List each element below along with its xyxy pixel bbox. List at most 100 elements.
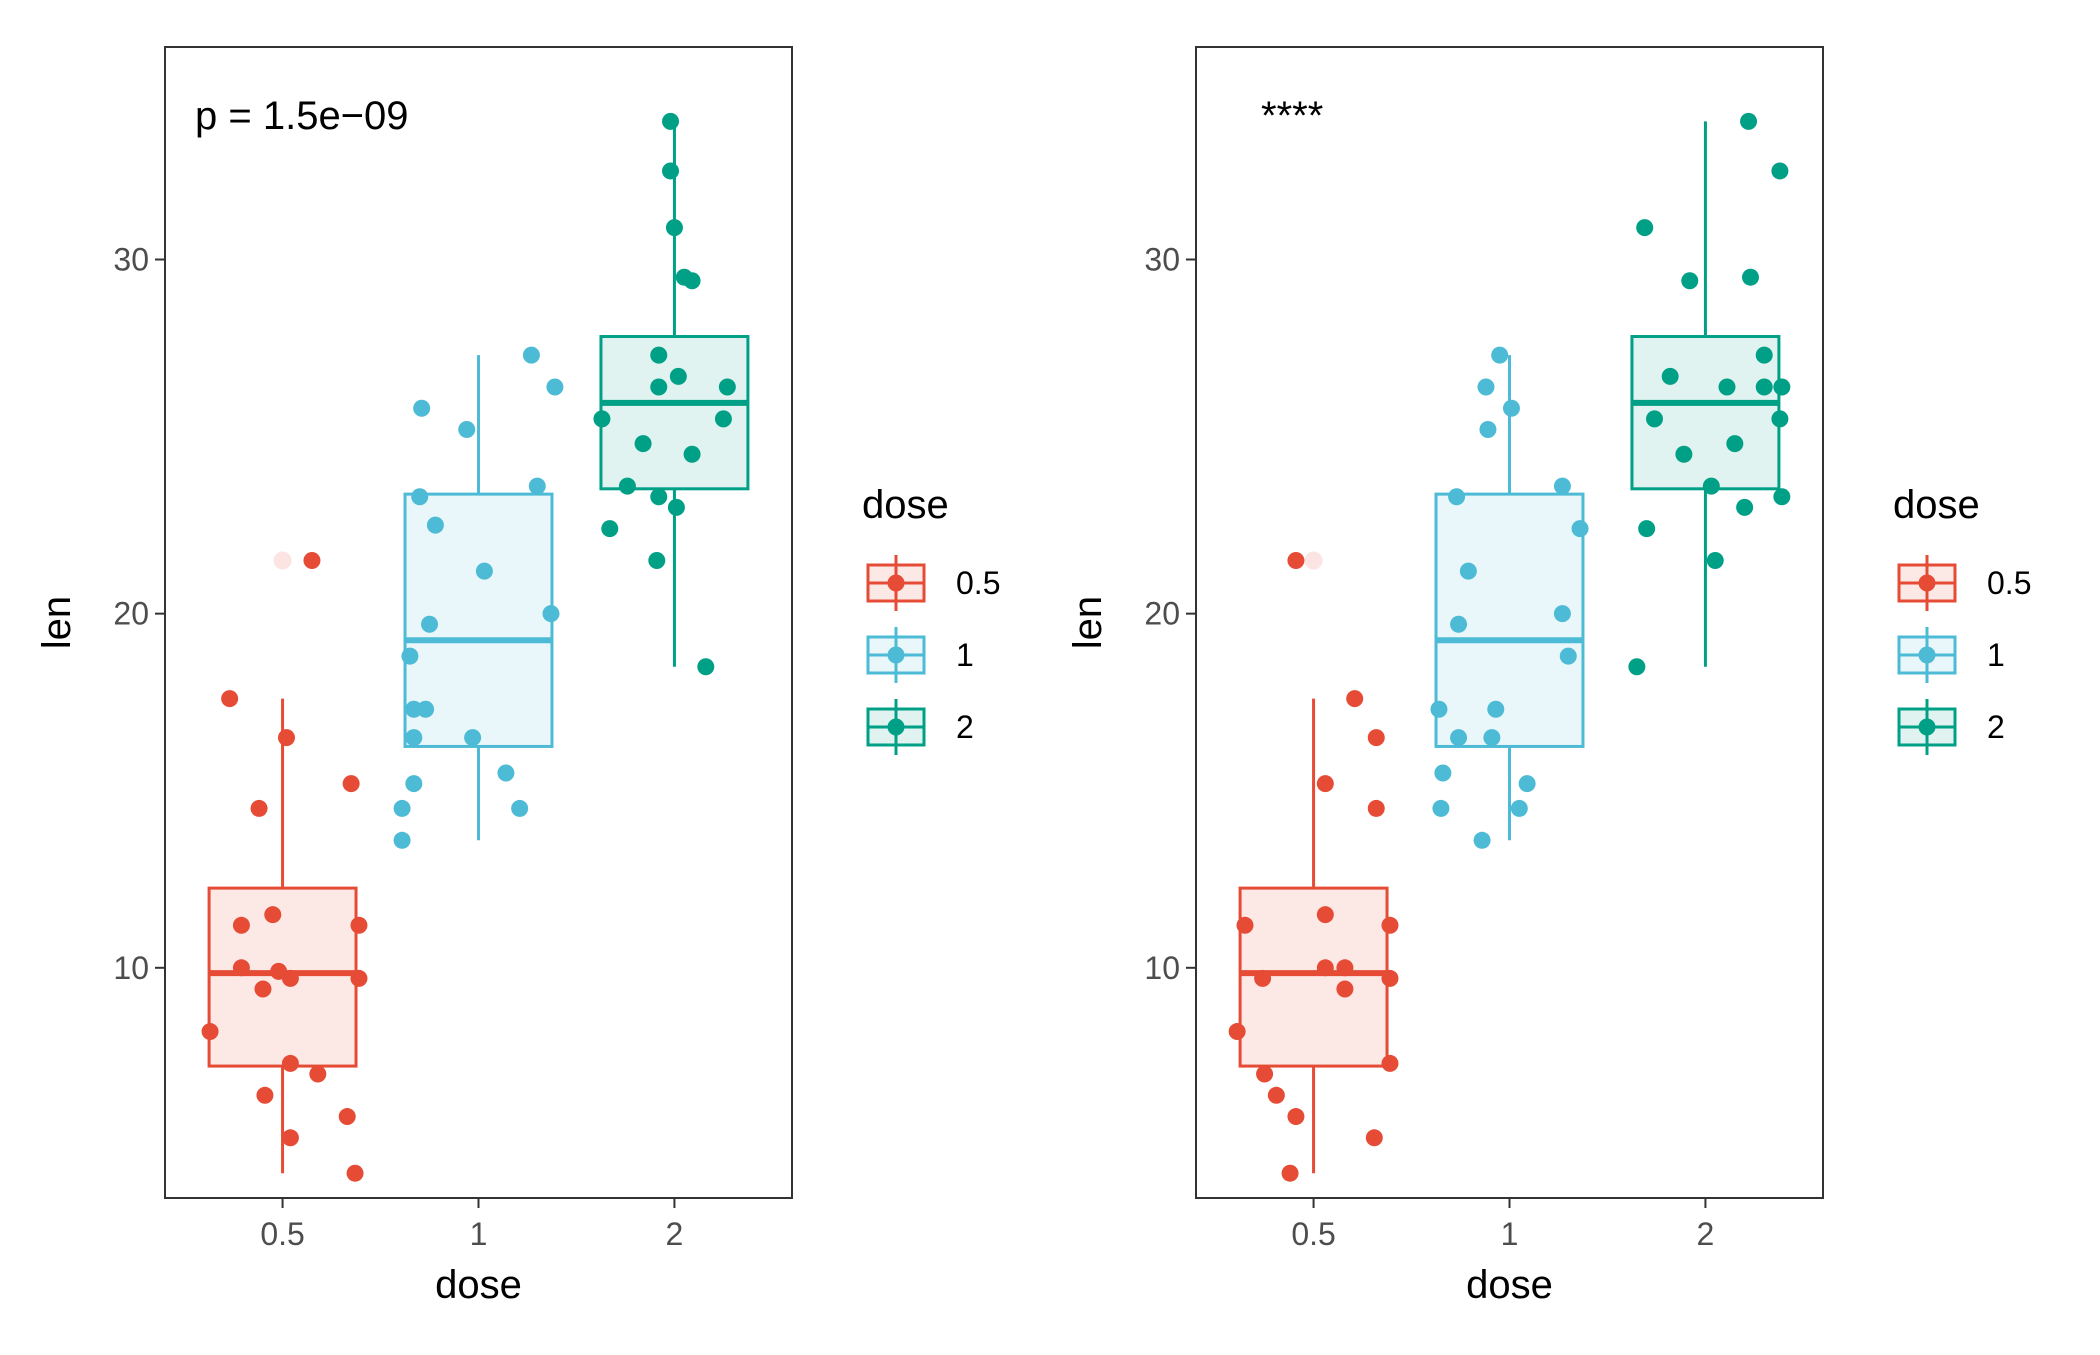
data-point [309,1065,327,1083]
data-point [1638,520,1656,538]
data-point [1487,700,1505,718]
panel-2: 10 20 30 0.5 1 2 dose len **** dose 0.5 1 2 [1066,46,2031,1307]
legend-label: 2 [1987,709,2005,745]
data-point [421,615,439,633]
data-point [714,410,732,428]
data-point [662,162,680,180]
legend-key-point [1918,646,1936,664]
data-point [1236,916,1254,934]
data-point [458,420,476,438]
data-point [1316,775,1334,793]
outlier-point [273,551,292,570]
data-point [256,1086,274,1104]
y-tick-label: 10 [113,950,149,986]
legend: dose 0.5 1 2 [862,483,1000,755]
y-tick-label: 10 [1144,950,1180,986]
data-point [281,1129,299,1147]
data-point [697,658,715,676]
data-point [1771,162,1789,180]
x-axis-title: dose [1466,1263,1553,1307]
data-point [475,562,493,580]
data-point [1316,906,1334,924]
x-tick-label: 2 [666,1216,684,1252]
data-point [1281,1164,1299,1182]
y-tick-label: 30 [1144,241,1180,277]
data-point [411,488,429,506]
data-point [426,516,444,534]
legend: dose 0.5 1 2 [1893,483,2031,755]
legend-label: 0.5 [1987,565,2031,601]
y-tick-label: 20 [113,596,149,632]
data-point [1473,831,1491,849]
data-point [522,346,540,364]
data-point [1628,658,1646,676]
data-point [683,272,701,290]
data-point [1736,498,1754,516]
data-point [1448,488,1466,506]
data-point [405,775,423,793]
data-point [1491,346,1509,364]
legend-label: 2 [956,709,974,745]
data-point [497,764,515,782]
data-point [264,906,282,924]
data-point [1755,378,1773,396]
data-point [683,445,701,463]
data-point [1681,272,1699,290]
legend-key-1 [1897,627,1957,683]
data-point [1553,477,1571,495]
data-point [1365,1129,1383,1147]
legend-key-point [887,574,905,592]
data-point [417,700,435,718]
data-point [1553,605,1571,623]
data-point [1432,799,1450,817]
data-point [393,799,411,817]
data-point [350,916,368,934]
data-point [1645,410,1663,428]
data-point [650,378,668,396]
data-point [413,399,431,417]
legend-key-point [887,718,905,736]
y-tick-label: 30 [113,241,149,277]
data-point [1256,1065,1274,1083]
data-point [405,729,423,747]
y-axis-title: len [35,596,79,649]
data-point [718,378,736,396]
data-point [1510,799,1528,817]
legend-title: dose [1893,483,1980,527]
panel-1: 10 20 30 0.5 1 2 dose len p = 1.5e−09 dose 0.5 1 2 [35,46,1000,1307]
data-point [232,916,250,934]
y-tick-label: 20 [1144,596,1180,632]
data-point [1381,916,1399,934]
data-point [1336,959,1354,977]
data-point [1477,378,1495,396]
plot-panel [1195,46,1824,1199]
data-point [1228,1023,1246,1041]
data-point [1479,420,1497,438]
data-point [1381,1054,1399,1072]
data-point [1502,399,1520,417]
legend-key-2 [1897,699,1957,755]
data-point [1367,729,1385,747]
plot-panel [164,46,793,1199]
legend-label: 1 [956,637,974,673]
x-tick-label: 0.5 [260,1216,304,1252]
y-axis-title: len [1066,596,1110,649]
data-point [634,435,652,453]
data-point [1430,700,1448,718]
data-point [618,477,636,495]
data-point [254,980,272,998]
data-point [464,729,482,747]
data-point [250,799,268,817]
data-point [1559,647,1577,665]
data-point [1718,378,1736,396]
data-point [1316,959,1334,977]
data-point [650,488,668,506]
data-point [1661,367,1679,385]
data-point [1267,1086,1285,1104]
data-point [1726,435,1744,453]
data-point [593,410,611,428]
data-point [662,112,680,130]
data-point [393,831,411,849]
